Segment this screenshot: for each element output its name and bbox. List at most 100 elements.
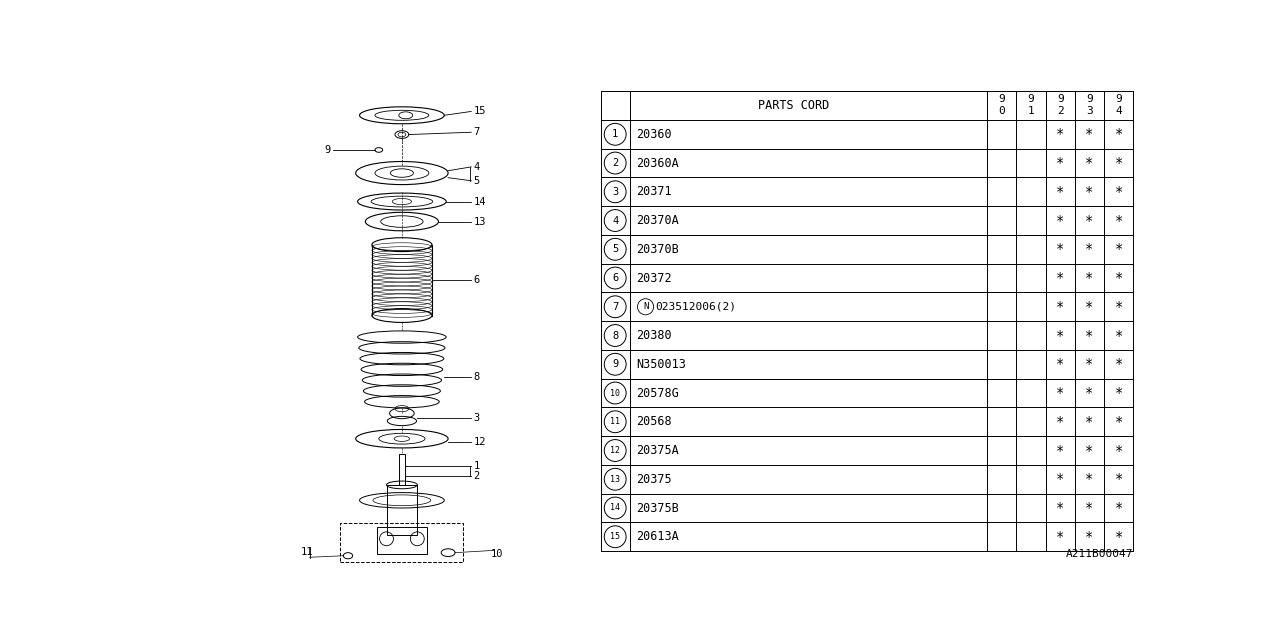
Text: PARTS CORD: PARTS CORD xyxy=(758,99,829,112)
Text: *: * xyxy=(1056,472,1065,486)
Text: 13: 13 xyxy=(474,216,486,227)
Text: 20578G: 20578G xyxy=(636,387,678,399)
Text: 20568: 20568 xyxy=(636,415,672,428)
Text: *: * xyxy=(1056,214,1065,228)
Text: N: N xyxy=(643,302,648,311)
Text: 0: 0 xyxy=(998,106,1005,116)
Text: 3: 3 xyxy=(612,187,618,196)
Text: 9: 9 xyxy=(1057,95,1064,104)
Text: 20375B: 20375B xyxy=(636,502,678,515)
Text: *: * xyxy=(1085,271,1093,285)
Text: 15: 15 xyxy=(474,106,486,116)
Text: *: * xyxy=(1085,501,1093,515)
Text: 13: 13 xyxy=(611,475,621,484)
Text: 5: 5 xyxy=(612,244,618,254)
Text: 9: 9 xyxy=(1028,95,1034,104)
Text: *: * xyxy=(1085,444,1093,458)
Text: *: * xyxy=(1056,271,1065,285)
Text: 9: 9 xyxy=(1115,95,1123,104)
Text: 12: 12 xyxy=(611,446,621,455)
Text: *: * xyxy=(1085,127,1093,141)
Text: 15: 15 xyxy=(611,532,621,541)
Text: *: * xyxy=(1085,472,1093,486)
Text: 20375: 20375 xyxy=(636,473,672,486)
Text: *: * xyxy=(1056,501,1065,515)
Text: 9: 9 xyxy=(612,359,618,369)
Text: 7: 7 xyxy=(474,127,480,137)
Text: *: * xyxy=(1115,357,1123,371)
Text: *: * xyxy=(1056,300,1065,314)
Text: 6: 6 xyxy=(612,273,618,283)
Text: 6: 6 xyxy=(474,275,480,285)
Text: *: * xyxy=(1115,300,1123,314)
Text: 14: 14 xyxy=(474,196,486,207)
Text: 20371: 20371 xyxy=(636,186,672,198)
Bar xyxy=(378,527,426,554)
Text: 5: 5 xyxy=(474,176,480,186)
Text: *: * xyxy=(1085,530,1093,544)
Text: *: * xyxy=(1085,300,1093,314)
Text: 12: 12 xyxy=(474,436,486,447)
Text: 4: 4 xyxy=(474,162,480,172)
Text: *: * xyxy=(1115,243,1123,256)
Text: 10: 10 xyxy=(490,549,503,559)
Text: *: * xyxy=(1056,127,1065,141)
Text: *: * xyxy=(1115,472,1123,486)
Text: *: * xyxy=(1115,444,1123,458)
Text: *: * xyxy=(1085,328,1093,342)
Text: 023512006(2): 023512006(2) xyxy=(655,302,736,312)
Text: 9: 9 xyxy=(998,95,1005,104)
Text: *: * xyxy=(1085,185,1093,199)
Text: *: * xyxy=(1056,156,1065,170)
Text: *: * xyxy=(1115,185,1123,199)
Text: 20380: 20380 xyxy=(636,329,672,342)
Text: 20372: 20372 xyxy=(636,271,672,285)
Text: 20360: 20360 xyxy=(636,128,672,141)
Text: 20370A: 20370A xyxy=(636,214,678,227)
Text: *: * xyxy=(1115,271,1123,285)
Text: 14: 14 xyxy=(611,504,621,513)
Text: 8: 8 xyxy=(612,330,618,340)
Text: *: * xyxy=(1056,357,1065,371)
Text: *: * xyxy=(1056,328,1065,342)
Text: *: * xyxy=(1085,357,1093,371)
Text: A211B00047: A211B00047 xyxy=(1066,549,1133,559)
Bar xyxy=(387,485,417,535)
Text: 3: 3 xyxy=(474,413,480,423)
Text: *: * xyxy=(1115,127,1123,141)
Text: *: * xyxy=(1056,386,1065,400)
Text: 1: 1 xyxy=(1028,106,1034,116)
Text: *: * xyxy=(1085,214,1093,228)
Text: 1: 1 xyxy=(612,129,618,140)
Text: *: * xyxy=(1115,501,1123,515)
Text: *: * xyxy=(1115,214,1123,228)
Text: *: * xyxy=(1085,415,1093,429)
Text: 2: 2 xyxy=(474,470,480,481)
Text: *: * xyxy=(1115,328,1123,342)
Text: *: * xyxy=(1115,415,1123,429)
Text: 11: 11 xyxy=(301,547,314,557)
Text: 2: 2 xyxy=(1057,106,1064,116)
Text: *: * xyxy=(1085,243,1093,256)
Text: *: * xyxy=(1115,156,1123,170)
Text: 20375A: 20375A xyxy=(636,444,678,457)
Text: 4: 4 xyxy=(1115,106,1123,116)
Text: 9: 9 xyxy=(324,145,330,155)
Text: *: * xyxy=(1085,386,1093,400)
Text: *: * xyxy=(1056,530,1065,544)
Bar xyxy=(340,524,463,562)
Text: *: * xyxy=(1085,156,1093,170)
Text: 10: 10 xyxy=(611,388,621,397)
Text: *: * xyxy=(1056,444,1065,458)
Text: 20613A: 20613A xyxy=(636,531,678,543)
Text: 11: 11 xyxy=(611,417,621,426)
Text: *: * xyxy=(1115,530,1123,544)
Text: 3: 3 xyxy=(1087,106,1093,116)
Text: *: * xyxy=(1056,185,1065,199)
Text: 4: 4 xyxy=(612,216,618,225)
Text: *: * xyxy=(1115,386,1123,400)
Text: *: * xyxy=(1056,243,1065,256)
Text: 2: 2 xyxy=(612,158,618,168)
Text: 20360A: 20360A xyxy=(636,157,678,170)
Bar xyxy=(399,454,404,485)
